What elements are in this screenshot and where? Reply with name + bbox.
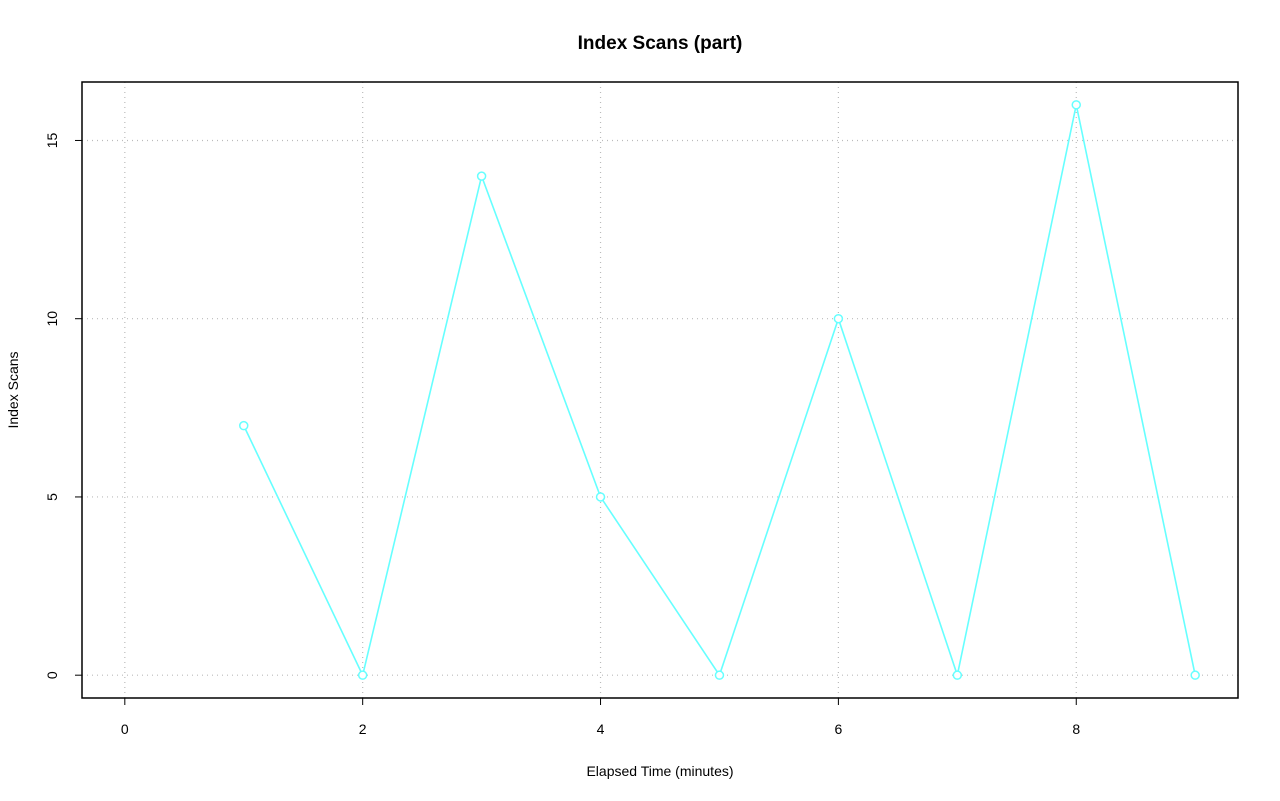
x-tick-label: 2 bbox=[359, 721, 367, 737]
data-point bbox=[952, 670, 963, 680]
x-tick-label: 0 bbox=[121, 721, 129, 737]
y-tick-label: 0 bbox=[44, 671, 60, 679]
x-tick-label: 6 bbox=[834, 721, 842, 737]
chart-title: Index Scans (part) bbox=[578, 33, 743, 54]
data-point bbox=[357, 670, 368, 680]
x-axis-label: Elapsed Time (minutes) bbox=[586, 763, 733, 779]
y-tick-label: 5 bbox=[44, 493, 60, 501]
y-axis-label: Index Scans bbox=[5, 351, 21, 428]
y-tick-label: 15 bbox=[44, 132, 60, 148]
data-point bbox=[714, 670, 725, 680]
x-tick-label: 8 bbox=[1072, 721, 1080, 737]
x-tick-label: 4 bbox=[597, 721, 605, 737]
data-point bbox=[476, 171, 487, 181]
data-point bbox=[833, 313, 844, 324]
data-point bbox=[1190, 670, 1200, 680]
data-point bbox=[595, 492, 606, 502]
plot-frame bbox=[81, 81, 1239, 699]
data-point bbox=[238, 420, 249, 431]
y-tick-label: 10 bbox=[44, 311, 60, 327]
data-point bbox=[1071, 100, 1082, 110]
